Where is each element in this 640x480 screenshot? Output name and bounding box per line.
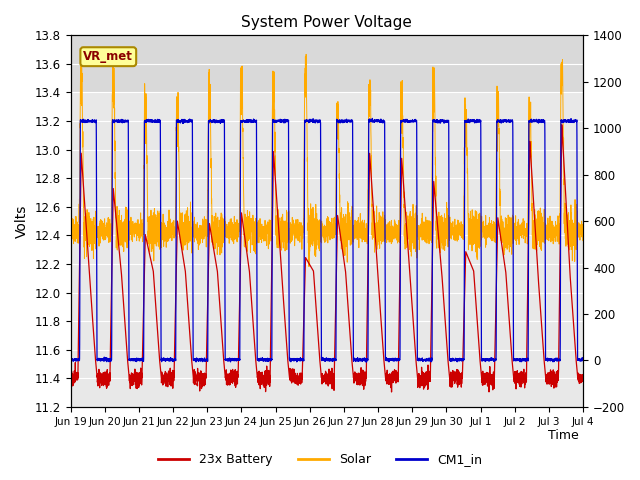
23x Battery — [388, 389, 396, 395]
CM1_in — [467, 118, 475, 123]
CM1_in — [346, 117, 353, 123]
Line: Solar: Solar — [70, 54, 583, 266]
Bar — [70, 36, 583, 93]
CM1_in — [369, 116, 376, 121]
Solar — [67, 224, 74, 230]
23x Battery — [493, 280, 500, 286]
23x Battery — [558, 122, 566, 128]
Text: Time: Time — [548, 429, 579, 442]
Solar — [302, 51, 310, 57]
Solar — [467, 219, 475, 225]
23x Battery — [346, 324, 353, 330]
23x Battery — [373, 259, 381, 265]
Line: 23x Battery: 23x Battery — [70, 125, 583, 392]
23x Battery — [506, 324, 513, 329]
Line: CM1_in: CM1_in — [70, 119, 583, 362]
Solar — [373, 241, 381, 247]
Title: System Power Voltage: System Power Voltage — [241, 15, 412, 30]
23x Battery — [467, 262, 475, 268]
Solar — [346, 224, 353, 229]
Solar — [506, 238, 513, 244]
Solar — [173, 122, 180, 128]
Legend: 23x Battery, Solar, CM1_in: 23x Battery, Solar, CM1_in — [153, 448, 487, 471]
23x Battery — [173, 243, 180, 249]
CM1_in — [67, 357, 74, 362]
Solar — [305, 264, 313, 269]
CM1_in — [579, 357, 587, 362]
Solar — [579, 229, 587, 235]
CM1_in — [173, 118, 180, 123]
CM1_in — [493, 228, 500, 234]
CM1_in — [373, 118, 381, 124]
CM1_in — [506, 120, 513, 125]
23x Battery — [579, 372, 587, 378]
Solar — [493, 147, 500, 153]
23x Battery — [67, 385, 74, 391]
Y-axis label: Volts: Volts — [15, 204, 29, 238]
CM1_in — [362, 359, 370, 365]
Text: VR_met: VR_met — [83, 50, 133, 63]
